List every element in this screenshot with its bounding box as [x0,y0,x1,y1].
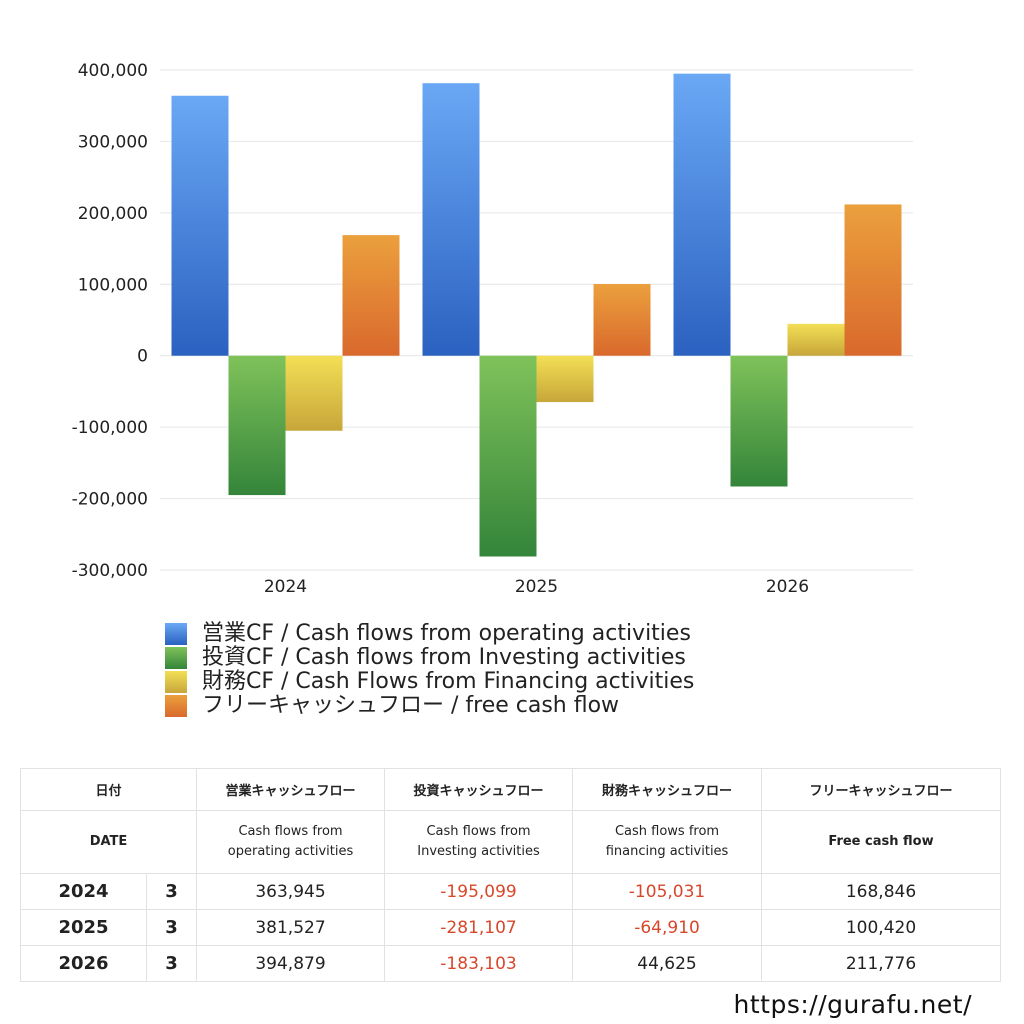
row-month: 3 [145,945,198,982]
row-year: 2026 [20,945,147,982]
table-row: 2024 3 363,945 -195,099 -105,031 168,846 [20,873,1002,910]
legend-item-financing: 財務CF / Cash Flows from Financing activit… [165,670,694,694]
row-operating: 394,879 [196,945,386,982]
bar-investing-2026 [730,355,788,487]
header-operating-en-line1: Cash flows from [238,824,343,839]
header-free-en: Free cash flow [761,810,1002,874]
y-tick-label: 0 [137,347,148,367]
bar-free-2025 [593,283,651,356]
y-axis-ticks: 400,000 300,000 200,000 100,000 0 -100,000 -20… [72,61,148,581]
bar-investing-2024 [228,355,286,496]
row-year: 2025 [20,909,147,946]
header-investing-en-line1: Cash flows from [426,824,531,839]
row-investing: -281,107 [384,909,574,946]
header-free-jp: フリーキャッシュフロー [761,768,1002,811]
y-tick-label: 300,000 [78,132,148,152]
row-operating: 363,945 [196,873,386,910]
legend-swatch-operating [165,623,187,645]
y-tick-label: 200,000 [78,204,148,224]
bar-financing-2024 [285,355,343,431]
header-operating-jp: 営業キャッシュフロー [196,768,386,811]
row-free: 100,420 [761,909,1002,946]
legend-item-free: フリーキャッシュフロー / free cash flow [165,694,694,718]
legend-swatch-investing [165,647,187,669]
legend-item-investing: 投資CF / Cash flows from Investing activit… [165,646,694,670]
row-financing: 44,625 [572,945,763,982]
bar-operating-2024 [171,95,229,356]
table-row: 2026 3 394,879 -183,103 44,625 211,776 [20,945,1002,982]
legend-item-operating: 営業CF / Cash flows from operating activit… [165,622,694,646]
y-tick-label: -300,000 [72,561,148,581]
header-operating-en-line2: operating activities [227,844,354,859]
cash-flow-table: 日付 営業キャッシュフロー 投資キャッシュフロー 財務キャッシュフロー フリーキ… [19,768,1002,982]
bar-financing-2025 [536,355,594,403]
table-row: 2025 3 381,527 -281,107 -64,910 100,420 [20,909,1002,946]
header-date-en: DATE [19,810,198,874]
header-financing-en-line2: financing activities [605,844,729,859]
legend-swatch-free [165,695,187,717]
bar-investing-2025 [479,355,537,557]
header-financing-jp: 財務キャッシュフロー [572,768,763,811]
table-header-jp: 日付 営業キャッシュフロー 投資キャッシュフロー 財務キャッシュフロー フリーキ… [19,768,1002,811]
legend-swatch-financing [165,671,187,693]
header-operating-en: Cash flows from operating activities [196,810,386,874]
header-investing-jp: 投資キャッシュフロー [384,768,574,811]
header-financing-en: Cash flows from financing activities [572,810,763,874]
row-operating: 381,527 [196,909,386,946]
bar-free-2024 [342,235,400,356]
x-category-label: 2026 [766,577,809,597]
table-header-en: DATE Cash flows from operating activities… [19,810,1002,874]
legend-label-operating: 営業CF / Cash flows from operating activit… [202,621,691,646]
row-year: 2024 [20,873,147,910]
header-investing-en-line2: Investing activities [417,844,540,859]
x-axis-categories: 2024 2025 2026 [264,577,809,597]
header-date-jp: 日付 [19,768,198,811]
legend-label-financing: 財務CF / Cash Flows from Financing activit… [202,669,695,694]
site-url[interactable]: https://gurafu.net/ [733,990,972,1019]
y-tick-label: 100,000 [78,275,148,295]
row-financing: -64,910 [572,909,763,946]
legend-label-investing: 投資CF / Cash flows from Investing activit… [202,645,686,670]
chart-legend: 営業CF / Cash flows from operating activit… [165,622,694,718]
bar-financing-2026 [787,323,845,356]
header-free-en-text: Free cash flow [828,834,934,849]
cash-flow-bar-chart: 400,000 300,000 200,000 100,000 0 -100,000 -20… [72,61,913,597]
x-category-label: 2025 [515,577,558,597]
row-investing: -195,099 [384,873,574,910]
bar-operating-2026 [673,73,731,356]
y-tick-label: 400,000 [78,61,148,81]
bar-free-2026 [844,204,902,356]
row-financing: -105,031 [572,873,763,910]
bars [171,73,902,557]
row-month: 3 [145,873,198,910]
row-free: 211,776 [761,945,1002,982]
row-free: 168,846 [761,873,1002,910]
header-investing-en: Cash flows from Investing activities [384,810,574,874]
y-tick-label: -200,000 [72,490,148,510]
x-category-label: 2024 [264,577,307,597]
y-tick-label: -100,000 [72,418,148,438]
header-financing-en-line1: Cash flows from [614,824,720,839]
legend-label-free: フリーキャッシュフロー / free cash flow [202,693,620,718]
row-investing: -183,103 [384,945,574,982]
bar-operating-2025 [422,83,480,356]
header-date-en-text: DATE [89,834,128,849]
row-month: 3 [145,909,198,946]
